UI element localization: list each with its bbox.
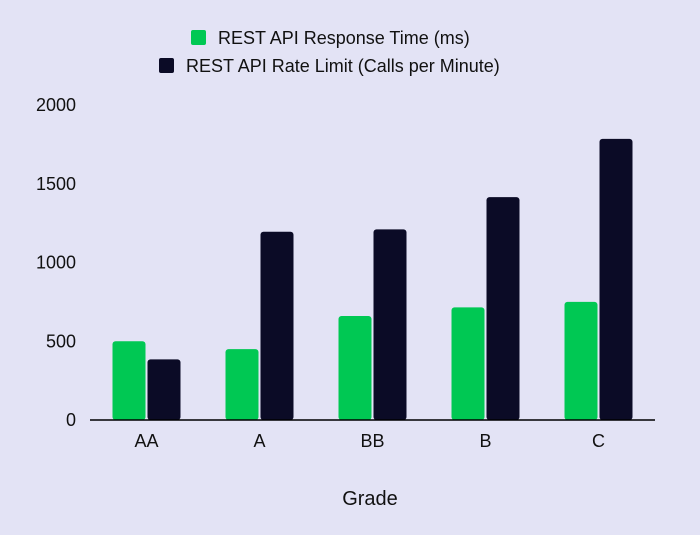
y-tick-label: 500 — [46, 331, 76, 351]
bar-response-time-a — [225, 349, 259, 420]
y-tick-label: 1000 — [36, 253, 76, 273]
bar-rate-limit-bb — [373, 229, 407, 420]
x-axis-labels: AA A BB B C — [134, 431, 605, 451]
legend-swatch-response-time — [191, 30, 206, 45]
bar-response-time-b — [451, 307, 485, 420]
bars — [112, 138, 633, 421]
y-tick-label: 0 — [66, 410, 76, 430]
legend-swatch-rate-limit — [159, 58, 174, 73]
legend-label-response-time: REST API Response Time (ms) — [218, 28, 470, 48]
bar-response-time-c — [564, 301, 598, 420]
legend: REST API Response Time (ms) REST API Rat… — [159, 28, 500, 76]
legend-label-rate-limit: REST API Rate Limit (Calls per Minute) — [186, 56, 500, 76]
bar-rate-limit-c — [599, 138, 633, 421]
x-tick-label: B — [479, 431, 491, 451]
y-tick-label: 1500 — [36, 174, 76, 194]
x-tick-label: C — [592, 431, 605, 451]
x-tick-label: BB — [360, 431, 384, 451]
y-axis-ticks: 0 500 1000 1500 2000 — [36, 95, 76, 430]
bar-rate-limit-aa — [147, 359, 181, 420]
bar-response-time-aa — [112, 341, 146, 420]
y-tick-label: 2000 — [36, 95, 76, 115]
x-tick-label: A — [253, 431, 265, 451]
x-axis-title: Grade — [342, 488, 398, 510]
bar-response-time-bb — [338, 316, 372, 420]
bar-rate-limit-b — [486, 197, 520, 420]
x-tick-label: AA — [134, 431, 158, 451]
bar-rate-limit-a — [260, 231, 294, 420]
